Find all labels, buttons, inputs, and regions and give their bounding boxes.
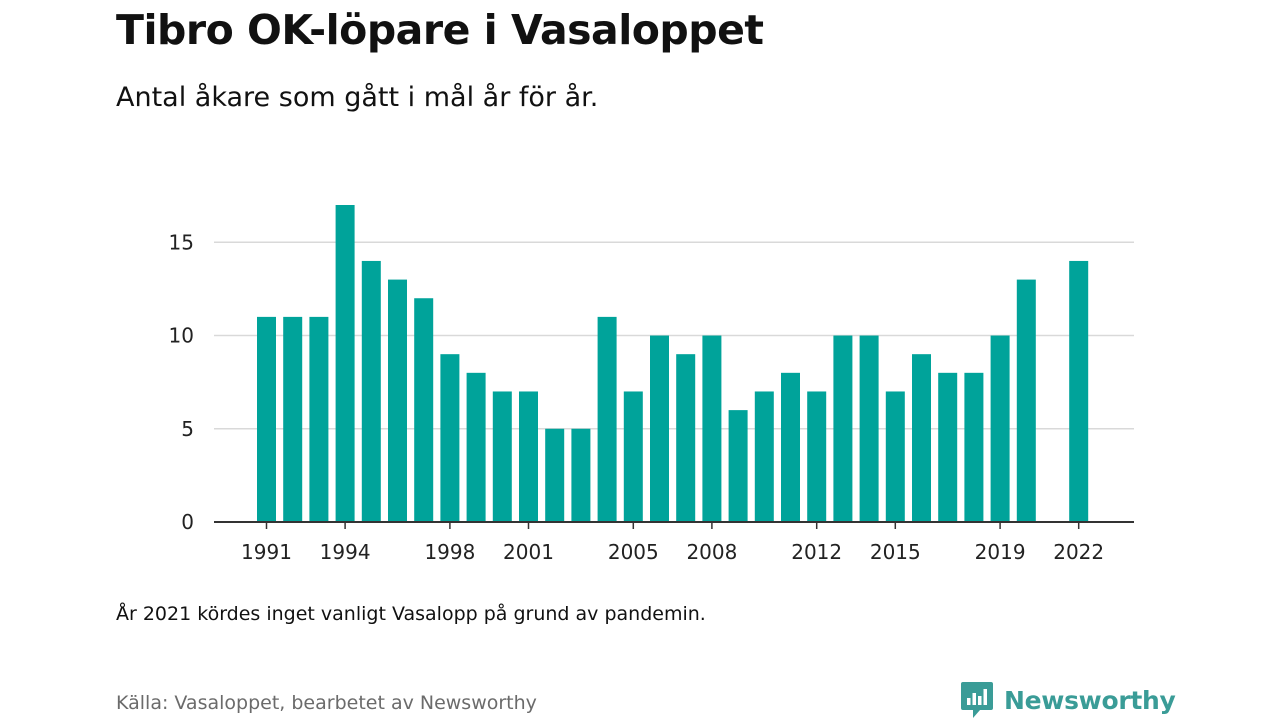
y-tick-label: 0	[181, 510, 194, 534]
bar-2007	[676, 354, 696, 522]
bar-2018	[964, 372, 984, 522]
bar-2009	[728, 410, 748, 522]
bar-2008	[702, 335, 722, 522]
x-tick-label: 1991	[241, 540, 292, 564]
y-tick-label: 10	[169, 324, 194, 348]
bar-2010	[754, 391, 774, 522]
y-tick-label: 5	[181, 417, 194, 441]
x-tick-label: 2019	[975, 540, 1026, 564]
newsworthy-logo-icon	[961, 682, 993, 718]
bar-1999	[466, 372, 486, 522]
bar-2020	[1016, 279, 1036, 522]
bar-2015	[885, 391, 905, 522]
bar-2022	[1069, 260, 1089, 522]
bar-2005	[623, 391, 643, 522]
y-tick-label: 15	[169, 230, 194, 254]
chart-note: År 2021 kördes inget vanligt Vasalopp på…	[116, 603, 706, 625]
brand-name: Newsworthy	[1004, 685, 1176, 715]
bar-2001	[519, 391, 538, 522]
x-tick-label: 2008	[686, 540, 737, 564]
bar-1992	[283, 316, 303, 522]
bar-2016	[912, 354, 931, 522]
bar-1993	[309, 316, 329, 522]
chart-subtitle: Antal åkare som gått i mål år för år.	[116, 82, 599, 113]
bar-2000	[492, 391, 512, 522]
bar-2002	[545, 428, 565, 522]
bar-2019	[990, 335, 1010, 522]
bar-2012	[807, 391, 827, 522]
x-tick-label: 2001	[503, 540, 554, 564]
source-text: Källa: Vasaloppet, bearbetet av Newswort…	[116, 692, 537, 714]
bar-2013	[833, 335, 853, 522]
bar-2011	[781, 372, 800, 522]
x-tick-label: 1998	[424, 540, 475, 564]
brand-logo[interactable]: Newsworthy	[960, 680, 1176, 720]
bar-1995	[361, 260, 381, 522]
x-tick-label: 2015	[870, 540, 921, 564]
bar-2004	[597, 316, 617, 522]
chart-title: Tibro OK-löpare i Vasaloppet	[116, 6, 764, 54]
bar-1997	[414, 298, 434, 522]
bar-1996	[388, 279, 407, 522]
bar-2003	[571, 428, 591, 522]
bar-2014	[859, 335, 879, 522]
x-tick-label: 2005	[608, 540, 659, 564]
bar-1991	[257, 316, 276, 522]
bar-1998	[440, 354, 460, 522]
bar-1994	[335, 205, 355, 522]
bar-2017	[938, 372, 958, 522]
x-tick-label: 2012	[791, 540, 842, 564]
x-tick-label: 1994	[320, 540, 371, 564]
bar-2006	[650, 335, 669, 522]
x-tick-label: 2022	[1053, 540, 1104, 564]
